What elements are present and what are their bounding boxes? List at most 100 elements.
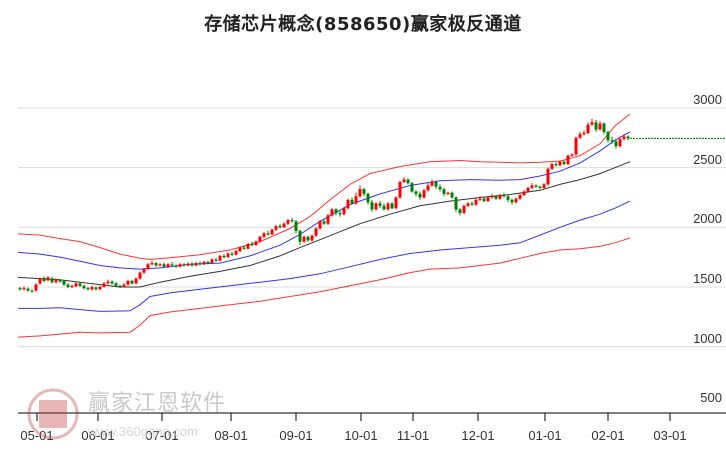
candle-body: [162, 264, 166, 267]
candle-body: [346, 199, 350, 209]
candle-body: [110, 281, 114, 284]
watermark-text: 赢家江恩软件: [88, 391, 227, 416]
candle-body: [358, 189, 362, 197]
candle-body: [42, 278, 46, 281]
candle-body: [474, 199, 478, 205]
y-tick-label: 500: [700, 390, 722, 406]
candle-body: [126, 280, 130, 285]
candle-body: [574, 137, 578, 155]
candle-body: [590, 122, 594, 125]
candle-body: [426, 185, 430, 191]
candle-body: [142, 269, 146, 273]
candle-body: [370, 202, 374, 210]
x-tick-label: 03-01: [653, 428, 687, 443]
candle-body: [402, 179, 406, 182]
candle-body: [90, 286, 94, 290]
candle-body: [254, 241, 258, 246]
candle-body: [354, 196, 358, 204]
candle-body: [134, 278, 138, 284]
candle-body: [178, 264, 182, 267]
candle-body: [246, 244, 250, 249]
candle-body: [86, 288, 90, 290]
x-tick-label: 11-01: [396, 428, 430, 443]
candle-body: [486, 197, 490, 202]
candle-body: [414, 191, 418, 194]
candle-body: [274, 226, 278, 230]
candle-body: [442, 189, 446, 194]
candle-body: [26, 288, 30, 291]
candle-body: [50, 278, 54, 283]
candle-body: [294, 221, 298, 231]
candle-body: [58, 280, 62, 282]
candle-body: [318, 221, 322, 229]
candle-body: [610, 140, 614, 142]
candle-body: [270, 229, 274, 235]
candle-body: [70, 285, 74, 287]
candle-body: [598, 123, 602, 130]
candle-body: [282, 223, 286, 228]
x-tick-label: 01-01: [528, 428, 562, 443]
candle-body: [450, 192, 454, 198]
candle-body: [82, 285, 86, 289]
x-tick-label: 08-01: [214, 428, 248, 443]
candle-body: [422, 190, 426, 198]
candle-body: [470, 203, 474, 205]
candle-body: [618, 139, 622, 147]
candle-body: [366, 193, 370, 203]
candle-body: [626, 136, 630, 139]
candle-body: [406, 179, 410, 184]
candle-body: [490, 196, 494, 198]
candle-body: [62, 280, 66, 285]
candle-body: [146, 264, 150, 270]
candle-body: [98, 286, 102, 290]
candle-body: [298, 230, 302, 242]
candle-body: [498, 195, 502, 199]
channel-inner_upper: [17, 131, 631, 270]
candle-body: [562, 161, 566, 165]
candle-body: [230, 253, 234, 255]
candle-body: [106, 281, 110, 284]
candle-body: [114, 283, 118, 286]
y-tick-label: 3000: [693, 92, 722, 107]
candle-body: [538, 186, 542, 188]
x-tick-label: 09-01: [279, 428, 313, 443]
y-tick-label: 2500: [693, 151, 722, 167]
candle-body: [38, 278, 42, 284]
candle-body: [466, 203, 470, 206]
candle-body: [566, 155, 570, 165]
candle-body: [458, 209, 462, 213]
candle-body: [430, 181, 434, 186]
candle-body: [242, 247, 246, 249]
channel-inner_lower: [18, 200, 631, 312]
y-tick-label: 2000: [693, 211, 722, 227]
candle-body: [506, 196, 510, 200]
candle-body: [258, 236, 262, 242]
candle-body: [594, 122, 598, 130]
candle-body: [398, 181, 402, 198]
candle-body: [250, 244, 254, 246]
candle-body: [494, 196, 498, 199]
candle-body: [378, 203, 382, 206]
candle-body: [438, 186, 442, 190]
candle-body: [206, 261, 210, 264]
candle-body: [514, 198, 518, 203]
candle-body: [198, 263, 202, 265]
candle-body: [586, 124, 590, 134]
candle-body: [534, 185, 538, 187]
candle-body: [542, 184, 546, 188]
candle-body: [202, 261, 206, 265]
candle-body: [238, 247, 242, 252]
candle-body: [462, 205, 466, 213]
candle-body: [174, 265, 178, 267]
candle-body: [290, 220, 294, 222]
candle-body: [502, 195, 506, 197]
candle-body: [522, 191, 526, 196]
candle-body: [322, 221, 326, 224]
candle-body: [418, 193, 422, 198]
candle-body: [622, 136, 626, 140]
candle-body: [606, 131, 610, 141]
candle-body: [342, 208, 346, 215]
candle-body: [130, 280, 134, 284]
candle-body: [182, 264, 186, 266]
